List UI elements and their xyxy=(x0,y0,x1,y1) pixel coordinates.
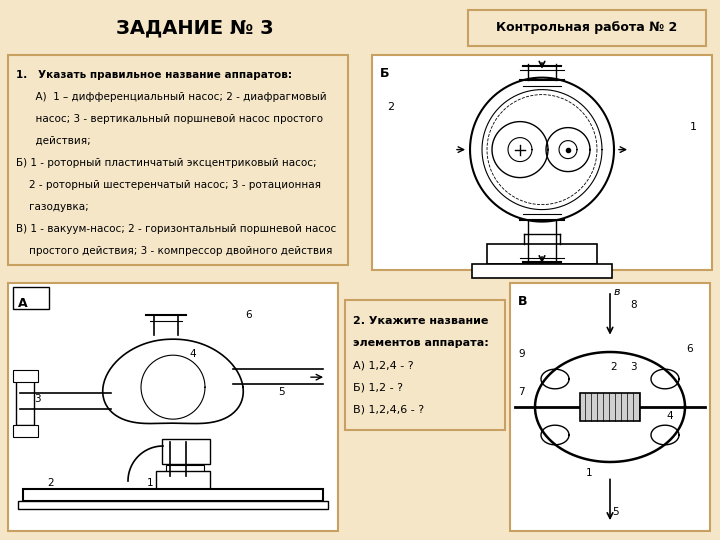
Bar xyxy=(580,393,640,421)
Text: 5: 5 xyxy=(279,387,285,396)
Text: 8: 8 xyxy=(630,300,636,310)
Text: простого действия; 3 - компрессор двойного действия: простого действия; 3 - компрессор двойно… xyxy=(16,246,333,256)
Bar xyxy=(8,55,348,265)
Bar xyxy=(468,10,706,46)
Text: Б: Б xyxy=(380,67,390,80)
Text: В) 1 - вакуум-насос; 2 - горизонтальный поршневой насос: В) 1 - вакуум-насос; 2 - горизонтальный … xyxy=(16,224,336,234)
Bar xyxy=(345,300,505,430)
Bar xyxy=(8,283,338,531)
Bar xyxy=(13,287,49,309)
Text: 1: 1 xyxy=(690,122,697,132)
Text: 3: 3 xyxy=(35,394,41,404)
Text: элементов аппарата:: элементов аппарата: xyxy=(353,338,489,348)
Text: А) 1,2,4 - ?: А) 1,2,4 - ? xyxy=(353,360,413,370)
Bar xyxy=(472,264,612,278)
Bar xyxy=(510,283,710,531)
Text: 4: 4 xyxy=(666,411,672,421)
Text: В) 1,2,4,6 - ?: В) 1,2,4,6 - ? xyxy=(353,404,424,414)
Text: Б) 1 - роторный пластинчатый эксцентриковый насос;: Б) 1 - роторный пластинчатый эксцентрико… xyxy=(16,158,317,168)
Text: 4: 4 xyxy=(189,349,196,360)
Text: 2 - роторный шестеренчатый насос; 3 - ротационная: 2 - роторный шестеренчатый насос; 3 - ро… xyxy=(16,180,321,190)
Text: 9: 9 xyxy=(518,349,525,360)
Text: ЗАДАНИЕ № 3: ЗАДАНИЕ № 3 xyxy=(116,18,274,37)
Text: В: В xyxy=(518,295,528,308)
Text: 3: 3 xyxy=(630,362,636,372)
Text: Контрольная работа № 2: Контрольная работа № 2 xyxy=(496,22,678,35)
Text: 1: 1 xyxy=(586,468,593,478)
Text: в: в xyxy=(614,287,621,297)
Bar xyxy=(13,425,38,437)
Text: 2: 2 xyxy=(610,362,616,372)
Text: действия;: действия; xyxy=(16,136,91,146)
Bar xyxy=(166,465,204,480)
Text: 5: 5 xyxy=(612,507,618,517)
Bar xyxy=(18,501,328,509)
Text: 7: 7 xyxy=(518,387,525,396)
Text: 6: 6 xyxy=(686,345,693,354)
Text: А: А xyxy=(18,297,27,310)
Bar xyxy=(156,471,210,489)
Text: 1.   Указать правильное название аппаратов:: 1. Указать правильное название аппаратов… xyxy=(16,70,292,80)
Bar xyxy=(487,244,597,264)
Text: 6: 6 xyxy=(246,310,252,320)
Text: 2: 2 xyxy=(48,478,54,488)
Text: А)  1 – дифференциальный насос; 2 - диафрагмовый: А) 1 – дифференциальный насос; 2 - диафр… xyxy=(16,92,327,102)
Text: насос; 3 - вертикальный поршневой насос простого: насос; 3 - вертикальный поршневой насос … xyxy=(16,114,323,124)
Bar xyxy=(16,375,34,425)
Text: газодувка;: газодувка; xyxy=(16,202,89,212)
Bar xyxy=(13,370,38,382)
Text: 2. Укажите название: 2. Укажите название xyxy=(353,316,488,326)
Bar xyxy=(162,439,210,464)
Text: Б) 1,2 - ?: Б) 1,2 - ? xyxy=(353,382,403,392)
Text: 1: 1 xyxy=(147,478,153,488)
Bar xyxy=(372,55,712,270)
Bar xyxy=(23,489,323,501)
Text: 2: 2 xyxy=(387,102,394,112)
